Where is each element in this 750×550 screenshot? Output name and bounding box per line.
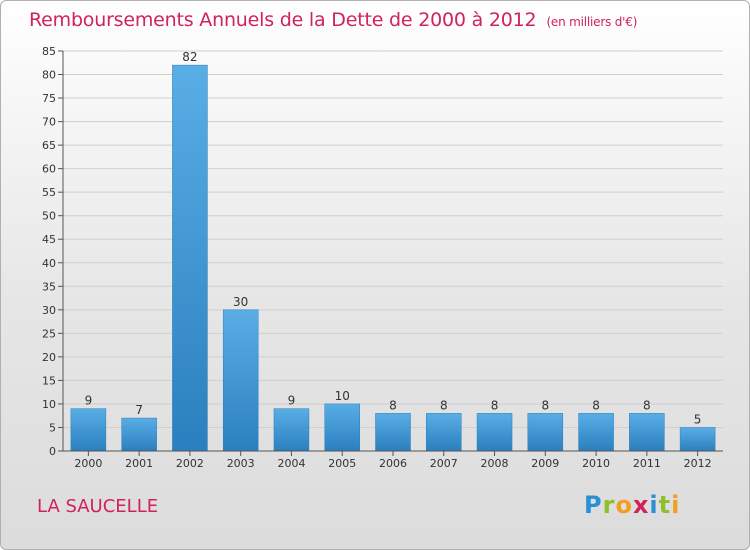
data-label: 10 (335, 389, 350, 403)
bar (679, 427, 716, 452)
data-label: 30 (233, 295, 248, 309)
y-tick-label: 20 (42, 351, 56, 364)
y-tick-label: 80 (42, 69, 56, 82)
proxiti-logo[interactable]: Proxiti (584, 491, 680, 519)
chart-subtitle: (en milliers d'€) (546, 15, 638, 29)
x-tick-label: 2002 (176, 457, 204, 470)
y-tick-label: 0 (49, 445, 56, 458)
x-tick-label: 2006 (379, 457, 407, 470)
y-tick-label: 60 (42, 163, 56, 176)
logo-letter: i (671, 491, 681, 519)
x-tick-labels: 2000 2001 2002 2003 2004 2005 2006 2007 2008 2009… (74, 451, 712, 470)
y-tick-label: 45 (42, 233, 56, 246)
x-tick-label: 2000 (74, 457, 102, 470)
bar (324, 403, 360, 452)
data-label: 8 (389, 398, 397, 412)
x-tick-label: 2010 (582, 457, 610, 470)
commune-name: LA SAUCELLE (37, 496, 159, 517)
logo-letter: x (632, 491, 650, 519)
data-label: 8 (440, 398, 448, 412)
bar (476, 413, 513, 452)
data-label: 82 (182, 50, 197, 64)
x-tick-label: 2007 (430, 457, 458, 470)
x-tick-label: 2008 (481, 457, 509, 470)
y-tick-label: 55 (42, 186, 56, 199)
y-tick-label: 30 (42, 304, 56, 317)
x-tick-label: 2009 (531, 457, 559, 470)
data-label: 7 (135, 403, 143, 417)
y-tick-label: 50 (42, 210, 56, 223)
bar (222, 309, 259, 452)
bar (121, 417, 157, 452)
x-tick-label: 2012 (684, 457, 712, 470)
x-tick-label: 2001 (125, 457, 153, 470)
logo-letter: r (602, 491, 616, 519)
data-label: 9 (288, 394, 296, 408)
bar (70, 408, 107, 452)
y-tick-label: 75 (42, 92, 56, 105)
y-tick-label: 35 (42, 280, 56, 293)
logo-letter: t (658, 491, 672, 519)
data-label: 8 (592, 398, 600, 412)
bar (629, 413, 665, 452)
logo-letter: o (615, 491, 633, 519)
bars: 9 7 82 30 9 10 8 8 8 8 8 8 5 (70, 50, 716, 452)
y-tick-label: 5 (49, 421, 56, 434)
data-label: 8 (643, 398, 651, 412)
data-label: 5 (694, 412, 702, 426)
chart-title-text: Remboursements Annuels de la Dette de 20… (29, 9, 537, 31)
data-label: 8 (541, 398, 549, 412)
bar (578, 413, 614, 452)
bar (375, 413, 411, 452)
x-tick-label: 2011 (633, 457, 661, 470)
data-label: 9 (85, 394, 93, 408)
logo-letter: P (584, 491, 603, 519)
bar (273, 408, 310, 452)
y-tick-label: 25 (42, 327, 56, 340)
y-tick-label: 10 (42, 398, 56, 411)
x-tick-label: 2005 (328, 457, 356, 470)
y-tick-label: 85 (42, 45, 56, 58)
y-tick-label: 40 (42, 257, 56, 270)
axes (62, 51, 723, 452)
x-tick-label: 2004 (277, 457, 305, 470)
y-tick-label: 15 (42, 374, 56, 387)
bar (527, 413, 564, 452)
grid-lines (58, 50, 723, 452)
y-tick-labels: 0 5 10 15 20 25 30 35 40 45 50 55 60 65 70 75 80 85 (42, 45, 56, 458)
logo-letter: i (649, 491, 659, 519)
chart-title: Remboursements Annuels de la Dette de 20… (29, 9, 637, 31)
y-tick-label: 70 (42, 116, 56, 129)
data-label: 8 (491, 398, 499, 412)
y-tick-label: 65 (42, 139, 56, 152)
x-tick-label: 2003 (227, 457, 255, 470)
bar (426, 413, 462, 452)
bar (172, 64, 208, 452)
